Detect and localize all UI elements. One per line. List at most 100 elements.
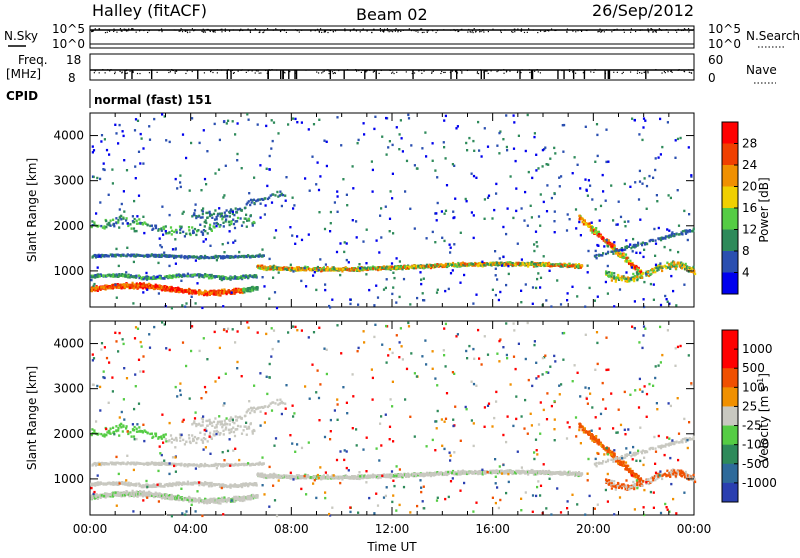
power-echo bbox=[195, 215, 197, 217]
power-echo bbox=[93, 176, 95, 178]
power-echo bbox=[198, 273, 200, 275]
power-echo bbox=[257, 123, 259, 125]
power-echo bbox=[294, 118, 296, 120]
nave-point bbox=[418, 70, 419, 71]
power-echo bbox=[606, 239, 608, 241]
power-echo bbox=[279, 194, 281, 196]
power-echo bbox=[291, 234, 293, 236]
power-echo bbox=[233, 223, 235, 225]
power-echo bbox=[290, 264, 292, 266]
nsky-point bbox=[474, 28, 475, 29]
power-echo bbox=[279, 191, 281, 193]
power-echo bbox=[181, 226, 183, 228]
nave-point bbox=[265, 70, 266, 71]
power-echo bbox=[234, 256, 236, 258]
power-echo bbox=[656, 200, 658, 202]
velocity-echo bbox=[163, 497, 165, 499]
nave-point bbox=[391, 73, 392, 74]
nave-point bbox=[467, 70, 468, 71]
nsky-point bbox=[204, 30, 205, 31]
power-echo bbox=[677, 138, 679, 140]
nsky-point bbox=[635, 31, 636, 32]
power-echo bbox=[282, 267, 284, 269]
power-echo bbox=[596, 257, 598, 259]
nsky-point bbox=[411, 30, 412, 31]
power-colorbar-swatch bbox=[722, 208, 738, 230]
power-echo bbox=[124, 275, 126, 277]
power-echo bbox=[612, 219, 614, 221]
power-echo bbox=[108, 222, 110, 224]
power-echo bbox=[261, 255, 263, 257]
power-echo bbox=[690, 174, 692, 176]
power-echo bbox=[146, 278, 148, 280]
nsky-point bbox=[654, 30, 655, 31]
power-echo bbox=[597, 155, 599, 157]
power-echo bbox=[577, 265, 579, 267]
power-echo bbox=[185, 290, 187, 292]
power-echo bbox=[106, 149, 108, 151]
power-echo bbox=[652, 177, 654, 179]
power-echo bbox=[217, 256, 219, 258]
nave-point bbox=[185, 73, 186, 74]
power-echo bbox=[628, 246, 630, 248]
power-echo bbox=[579, 187, 581, 189]
power-echo bbox=[588, 222, 590, 224]
power-echo bbox=[236, 211, 238, 213]
power-echo bbox=[349, 298, 351, 300]
nave-point bbox=[595, 69, 596, 70]
power-echo bbox=[230, 223, 232, 225]
power-echo bbox=[577, 164, 579, 166]
nave-point bbox=[217, 69, 218, 70]
power-echo bbox=[472, 302, 474, 304]
power-echo bbox=[145, 272, 147, 274]
power-echo bbox=[457, 125, 459, 127]
power-echo bbox=[386, 278, 388, 280]
power-echo bbox=[475, 294, 477, 296]
nsky-point bbox=[126, 30, 127, 31]
power-echo bbox=[487, 146, 489, 148]
nsky-point bbox=[389, 31, 390, 32]
power-echo bbox=[195, 302, 197, 304]
power-echo bbox=[314, 271, 316, 273]
nave-point bbox=[684, 71, 685, 72]
power-echo bbox=[296, 235, 298, 237]
power-echo bbox=[608, 239, 610, 241]
nave-point bbox=[322, 71, 323, 72]
power-echo bbox=[337, 195, 339, 197]
nsky-point bbox=[363, 28, 364, 29]
power-echo bbox=[575, 208, 577, 210]
power-echo bbox=[188, 229, 190, 231]
power-echo bbox=[118, 254, 120, 256]
power-colorbar-swatch bbox=[722, 144, 738, 166]
nsky-point bbox=[108, 30, 109, 31]
nave-point bbox=[238, 71, 239, 72]
power-echo bbox=[669, 249, 671, 251]
nsky-point bbox=[421, 28, 422, 29]
nsky-point bbox=[470, 32, 471, 33]
nave-point bbox=[406, 71, 407, 72]
nave-point bbox=[443, 72, 444, 73]
power-echo bbox=[650, 283, 652, 285]
nsky-point bbox=[286, 32, 287, 33]
nave-tick-top: 60 bbox=[708, 53, 723, 67]
nave-point bbox=[246, 72, 247, 73]
power-echo bbox=[225, 291, 227, 293]
power-echo bbox=[607, 161, 609, 163]
power-echo bbox=[376, 239, 378, 241]
nave-point bbox=[517, 72, 518, 73]
power-echo bbox=[304, 267, 306, 269]
power-echo bbox=[140, 133, 142, 135]
power-echo bbox=[667, 121, 669, 123]
nave-point bbox=[121, 72, 122, 73]
power-echo bbox=[179, 232, 181, 234]
nave-point bbox=[324, 71, 325, 72]
power-echo bbox=[521, 258, 523, 260]
power-echo bbox=[661, 270, 663, 272]
power-echo bbox=[257, 199, 259, 201]
power-echo bbox=[560, 303, 562, 305]
power-echo bbox=[445, 210, 447, 212]
power-echo bbox=[449, 251, 451, 253]
power-echo bbox=[169, 141, 171, 143]
power-echo bbox=[201, 307, 203, 309]
power-echo bbox=[294, 243, 296, 245]
